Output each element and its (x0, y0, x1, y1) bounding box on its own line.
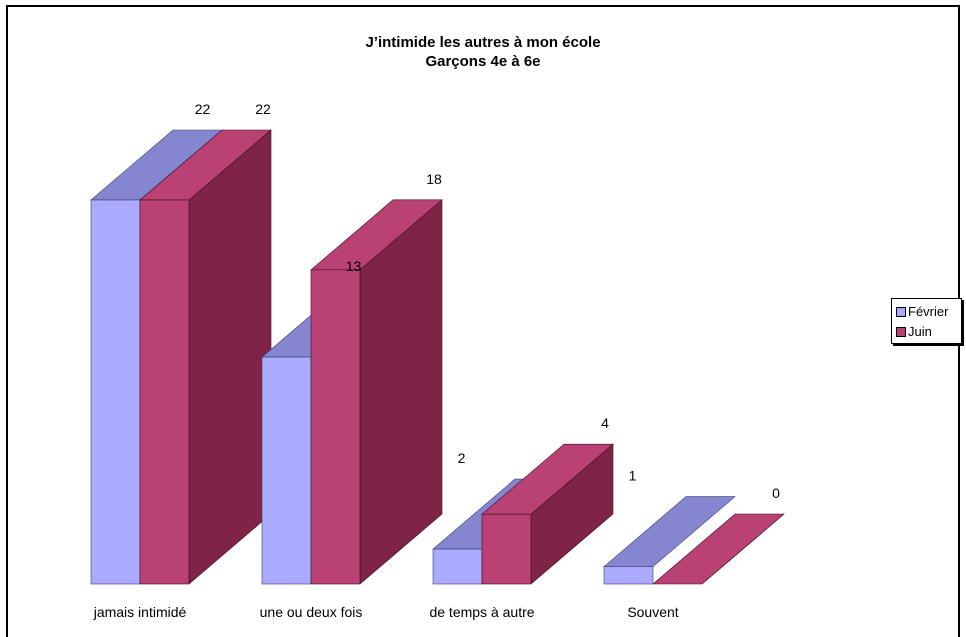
bar-group-de-temps-a-autre (432, 443, 614, 585)
bar-fevrier-une-ou-deux-fois (261, 356, 312, 585)
legend-item-fevrier: Février (896, 304, 948, 320)
x-tick-label-jamais-intimide: jamais intimidé (93, 604, 187, 620)
data-label-fevrier-souvent: 1 (629, 468, 637, 484)
bar-top-juin-souvent (652, 513, 785, 585)
data-label-juin-souvent: 0 (772, 485, 780, 501)
bar-side-juin-jamais-intimide (188, 129, 272, 585)
chart-title: J’intimide les autres à mon école (365, 34, 601, 51)
bar-juin-une-ou-deux-fois (310, 269, 361, 585)
legend-swatch-fevrier (896, 307, 906, 317)
legend-label-fevrier: Février (908, 304, 949, 319)
bars-group: 22 22 13 18 2 4 1 0 (90, 101, 785, 585)
data-label-juin-de-temps-a-autre: 4 (601, 415, 609, 431)
data-label-juin-jamais-intimide: 22 (255, 101, 271, 117)
x-tick-labels: jamais intimidé une ou deux fois de temps … (93, 604, 679, 620)
x-tick-label-de-temps-a-autre: de temps à autre (429, 604, 534, 620)
data-label-fevrier-de-temps-a-autre: 2 (458, 450, 466, 466)
x-tick-label-une-ou-deux-fois: une ou deux fois (260, 604, 363, 620)
chart-subtitle: Garçons 4e à 6e (425, 53, 541, 70)
legend-item-juin: Juin (896, 324, 932, 340)
bar-group-jamais-intimide (90, 129, 272, 585)
bar-juin-jamais-intimide (139, 199, 190, 585)
bar-juin-de-temps-a-autre (481, 513, 532, 585)
bar-group-une-ou-deux-fois (261, 199, 443, 585)
data-label-fevrier-jamais-intimide: 22 (195, 101, 211, 117)
legend-label-juin: Juin (908, 324, 932, 339)
bar-fevrier-de-temps-a-autre (432, 548, 483, 585)
bar-group-souvent (603, 496, 785, 585)
bar-fevrier-jamais-intimide (90, 199, 141, 585)
data-label-juin-une-ou-deux-fois: 18 (426, 171, 442, 187)
data-label-fevrier-une-ou-deux-fois: 13 (346, 258, 362, 274)
legend-swatch-juin (896, 327, 906, 337)
legend: Février Juin (891, 298, 962, 344)
bar-fevrier-souvent (603, 566, 654, 585)
x-tick-label-souvent: Souvent (627, 604, 678, 620)
